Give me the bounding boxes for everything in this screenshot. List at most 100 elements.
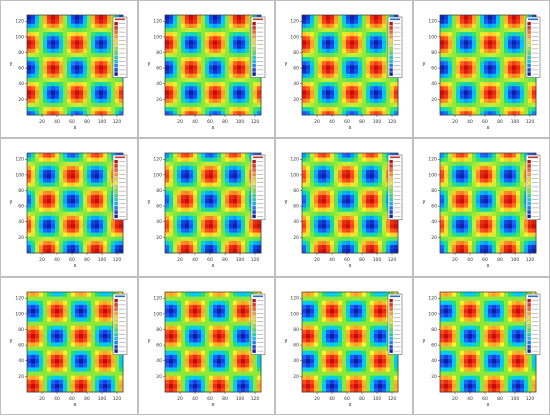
- contour-cell: [374, 157, 378, 162]
- contour-cell: [487, 27, 491, 32]
- contour-cell: [472, 52, 476, 57]
- contour-cell: [67, 69, 71, 74]
- contour-cell: [370, 69, 374, 74]
- contour-cell: [39, 166, 43, 171]
- contour-cell: [252, 82, 256, 87]
- legend-swatch: [389, 47, 392, 50]
- contour-cell: [232, 162, 236, 167]
- legend-swatch: [389, 190, 392, 193]
- contour-cell: [181, 19, 185, 24]
- contour-cell: [342, 220, 346, 225]
- contour-cell: [511, 98, 515, 103]
- contour-cell: [59, 195, 63, 200]
- contour-cell: [515, 191, 519, 196]
- y-tick-label: 80: [18, 188, 24, 194]
- contour-cell: [228, 36, 232, 41]
- contour-cell: [390, 224, 394, 229]
- contour-cell: [511, 52, 515, 57]
- contour-cell: [374, 195, 378, 200]
- contour-cell: [464, 102, 468, 107]
- contour-cell: [39, 237, 43, 242]
- contour-cell: [456, 44, 460, 49]
- contour-cell: [169, 162, 173, 167]
- contour-cell: [370, 191, 374, 196]
- contour-cell: [39, 73, 43, 78]
- contour-cell: [306, 15, 310, 20]
- contour-cell: [197, 170, 201, 175]
- contour-cell: [51, 40, 55, 45]
- contour-cell: [47, 212, 51, 217]
- contour-cell: [71, 241, 75, 246]
- contour-cell: [362, 44, 366, 49]
- contour-cell: [169, 27, 173, 32]
- contour-cell: [374, 182, 378, 187]
- contour-cell: [374, 48, 378, 53]
- contour-cell: [107, 82, 111, 87]
- contour-cell: [220, 162, 224, 167]
- contour-cell: [358, 15, 362, 20]
- contour-cell: [75, 15, 79, 20]
- contour-cell: [107, 207, 111, 212]
- contour-cell: [79, 15, 83, 20]
- contour-cell: [483, 232, 487, 237]
- contour-cell: [197, 191, 201, 196]
- contour-cell: [374, 61, 378, 66]
- contour-cell: [67, 27, 71, 32]
- contour-cell: [208, 82, 212, 87]
- contour-cell: [452, 241, 456, 246]
- contour-cell: [511, 245, 515, 250]
- contour-cell: [507, 182, 511, 187]
- contour-cell: [208, 237, 212, 242]
- contour-cell: [515, 187, 519, 192]
- contour-cell: [232, 102, 236, 107]
- contour-cell: [197, 86, 201, 91]
- contour-cell: [452, 36, 456, 41]
- contour-cell: [326, 40, 330, 45]
- contour-cell: [99, 203, 103, 208]
- contour-cell: [177, 61, 181, 66]
- x-tick-label: 80: [222, 119, 228, 125]
- legend-swatch: [527, 26, 530, 29]
- contour-cell: [31, 77, 35, 82]
- contour-cell: [115, 232, 119, 237]
- contour-cell: [244, 23, 248, 28]
- contour-cell: [358, 102, 362, 107]
- contour-cell: [302, 27, 306, 32]
- contour-cell: [358, 82, 362, 87]
- contour-cell: [362, 86, 366, 91]
- contour-cell: [201, 36, 205, 41]
- contour-cell: [523, 94, 527, 99]
- contour-cell: [464, 212, 468, 217]
- contour-cell: [236, 48, 240, 53]
- contour-cell: [503, 207, 507, 212]
- contour-cell: [220, 174, 224, 179]
- contour-cell: [507, 32, 511, 37]
- contour-cell: [499, 157, 503, 162]
- contour-cell: [334, 195, 338, 200]
- contour-cell: [248, 220, 252, 225]
- contour-cell: [216, 232, 220, 237]
- contour-cell: [350, 153, 354, 158]
- contour-cell: [55, 77, 59, 82]
- contour-cell: [444, 182, 448, 187]
- contour-cell: [440, 15, 444, 20]
- contour-cell: [476, 102, 480, 107]
- contour-cell: [448, 174, 452, 179]
- contour-cell: [228, 153, 232, 158]
- contour-cell: [480, 73, 484, 78]
- contour-cell: [491, 220, 495, 225]
- contour-cell: [216, 162, 220, 167]
- contour-cell: [240, 207, 244, 212]
- contour-cell: [39, 61, 43, 66]
- contour-cell: [240, 15, 244, 20]
- contour-cell: [197, 48, 201, 53]
- contour-cell: [31, 178, 35, 183]
- contour-cell: [216, 52, 220, 57]
- contour-cell: [499, 224, 503, 229]
- contour-cell: [346, 32, 350, 37]
- contour-cell: [189, 216, 193, 221]
- contour-cell: [193, 237, 197, 242]
- contour-cell: [390, 241, 394, 246]
- contour-cell: [201, 57, 205, 62]
- contour-cell: [480, 199, 484, 204]
